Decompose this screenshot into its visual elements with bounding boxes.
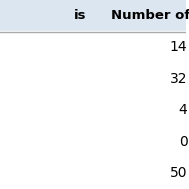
Text: 50: 50 (170, 166, 187, 180)
Text: Number of: Number of (111, 9, 189, 22)
Bar (0, 63, 186, 94)
Text: 32: 32 (170, 72, 187, 86)
Bar (0, 126, 186, 157)
Bar (0, 157, 186, 189)
Bar (0, 94, 186, 126)
Text: is: is (74, 9, 87, 22)
Bar (0, 0, 186, 32)
Text: 0: 0 (179, 135, 187, 149)
Bar (0, 32, 186, 63)
Text: 14: 14 (170, 40, 187, 54)
Text: 4: 4 (179, 103, 187, 117)
